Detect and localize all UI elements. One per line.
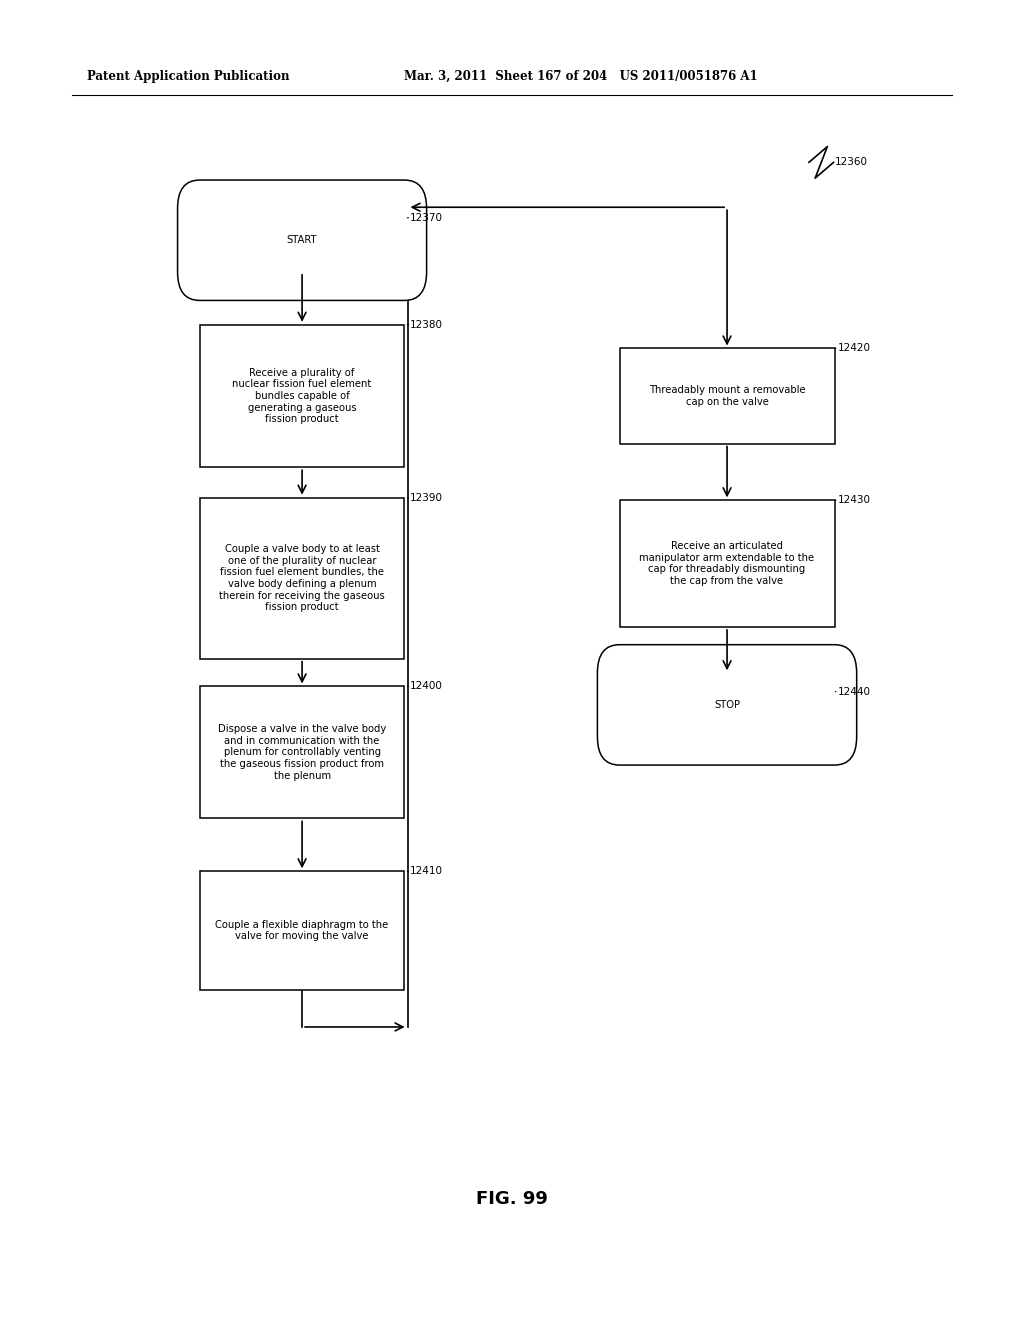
Bar (620, 348, 835, 444)
Text: START: START (287, 235, 317, 246)
Text: Mar. 3, 2011  Sheet 167 of 204   US 2011/0051876 A1: Mar. 3, 2011 Sheet 167 of 204 US 2011/00… (404, 70, 758, 83)
Text: Patent Application Publication: Patent Application Publication (87, 70, 290, 83)
Text: 12420: 12420 (838, 343, 870, 354)
Text: Dispose a valve in the valve body
and in communication with the
plenum for contr: Dispose a valve in the valve body and in… (218, 725, 386, 780)
Text: 12430: 12430 (838, 495, 870, 506)
Text: Receive an articulated
manipulator arm extendable to the
cap for threadably dism: Receive an articulated manipulator arm e… (639, 541, 815, 586)
Text: STOP: STOP (714, 700, 740, 710)
FancyBboxPatch shape (597, 644, 857, 766)
Text: 12410: 12410 (410, 866, 442, 876)
Text: FIG. 99: FIG. 99 (476, 1189, 548, 1208)
Text: 12380: 12380 (410, 319, 442, 330)
Bar (200, 686, 404, 818)
Bar (620, 500, 835, 627)
Text: Threadably mount a removable
cap on the valve: Threadably mount a removable cap on the … (649, 385, 805, 407)
Bar (200, 498, 404, 659)
Text: Couple a flexible diaphragm to the
valve for moving the valve: Couple a flexible diaphragm to the valve… (215, 920, 389, 941)
Text: Receive a plurality of
nuclear fission fuel element
bundles capable of
generatin: Receive a plurality of nuclear fission f… (232, 368, 372, 424)
Text: 12360: 12360 (835, 157, 867, 168)
Bar (200, 871, 404, 990)
Bar (200, 325, 404, 467)
FancyBboxPatch shape (177, 180, 427, 301)
Text: 12400: 12400 (410, 681, 442, 692)
Text: 12440: 12440 (838, 686, 870, 697)
Text: 12390: 12390 (410, 492, 442, 503)
Text: Couple a valve body to at least
one of the plurality of nuclear
fission fuel ele: Couple a valve body to at least one of t… (219, 544, 385, 612)
Text: 12370: 12370 (410, 213, 442, 223)
